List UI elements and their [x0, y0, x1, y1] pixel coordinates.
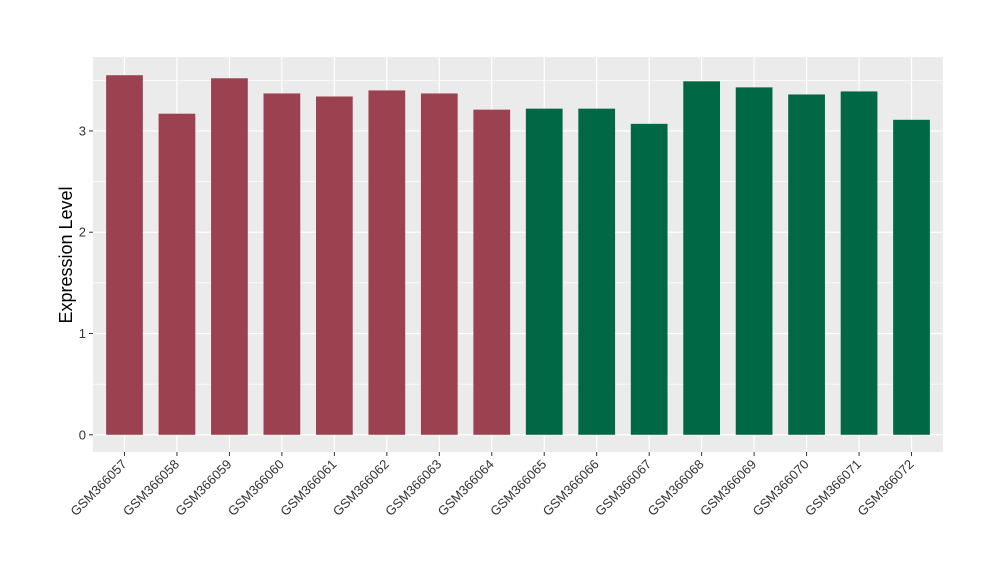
bar: [525, 108, 563, 435]
y-tick-label: 3: [79, 123, 86, 138]
bar: [263, 93, 301, 435]
y-tick-label: 0: [79, 427, 86, 442]
y-axis: 0 1 2 3: [79, 123, 93, 442]
y-tick-label: 1: [79, 326, 86, 341]
bar: [473, 109, 511, 435]
y-tick-label: 2: [79, 225, 86, 240]
bar: [893, 119, 930, 435]
bar: [840, 91, 878, 435]
bars: [106, 75, 930, 435]
y-axis-title: Expression Level: [56, 186, 76, 323]
bar: [211, 78, 248, 435]
bar: [368, 90, 406, 435]
bar: [788, 94, 825, 435]
x-tick-label: GSM366072: [854, 457, 916, 519]
bar: [735, 87, 773, 435]
bar: [158, 113, 196, 435]
x-axis: GSM366057GSM366058GSM366059GSM366060GSM3…: [67, 452, 917, 519]
bar: [578, 108, 616, 435]
bar: [315, 96, 353, 435]
bar: [106, 75, 143, 435]
bar: [683, 81, 721, 435]
bar: [630, 123, 668, 435]
bar: [420, 93, 458, 435]
